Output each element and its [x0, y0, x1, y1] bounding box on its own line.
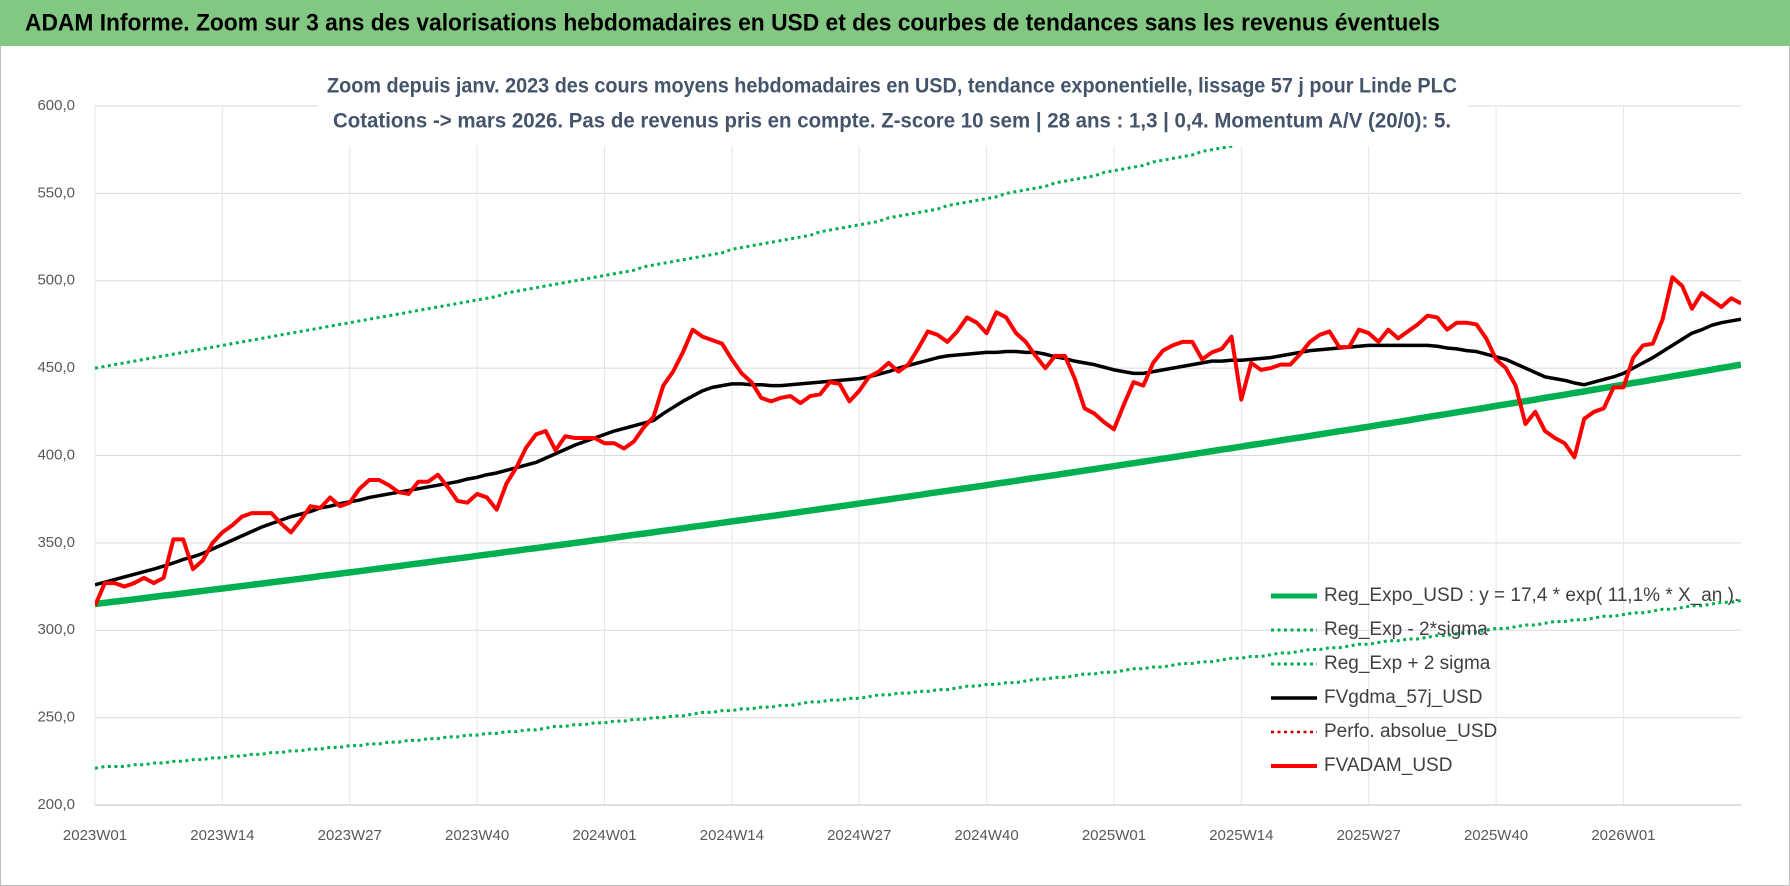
subtitle: Zoom depuis janv. 2023 des cours moyens …	[327, 75, 1457, 98]
legend-label: Reg_Exp - 2*sigma	[1324, 619, 1488, 640]
series-line	[95, 317, 1741, 587]
legend-label: FVgdma_57j_USD	[1324, 687, 1482, 708]
x-tick-label: 2025W27	[1337, 827, 1401, 844]
x-tick-label: 2024W27	[827, 827, 891, 844]
y-tick-label: 450,0	[37, 359, 75, 376]
x-tick-label: 2023W14	[190, 827, 254, 844]
y-tick-label: 550,0	[37, 184, 75, 201]
x-tick-label: 2024W14	[700, 827, 764, 844]
x-tick-label: 2024W40	[954, 827, 1018, 844]
title-bar	[0, 0, 1790, 46]
legend-label: Reg_Exp + 2 sigma	[1324, 653, 1491, 674]
y-tick-label: 500,0	[37, 272, 75, 289]
x-tick-label: 2025W01	[1082, 827, 1146, 844]
series-line	[95, 275, 1741, 607]
series-line	[95, 361, 1741, 608]
subtitle: Cotations -> mars 2026. Pas de revenus p…	[333, 110, 1451, 133]
x-tick-label: 2026W01	[1591, 827, 1655, 844]
y-tick-label: 300,0	[37, 621, 75, 638]
legend: Reg_Expo_USD : y = 17,4 * exp( 11,1% * X…	[1271, 585, 1739, 776]
y-tick-label: 400,0	[37, 446, 75, 463]
y-tick-label: 350,0	[37, 534, 75, 551]
x-tick-label: 2025W40	[1464, 827, 1528, 844]
x-tick-label: 2025W14	[1209, 827, 1273, 844]
axes: 200,0 250,0 300,0 350,0 400,0 450,0 500,0 550,0…	[37, 97, 1655, 844]
y-tick-label: 600,0	[37, 97, 75, 114]
legend-label: FVADAM_USD	[1324, 755, 1452, 776]
x-tick-label: 2023W40	[445, 827, 509, 844]
x-tick-label: 2024W01	[572, 827, 636, 844]
x-tick-label: 2023W27	[318, 827, 382, 844]
y-tick-label: 200,0	[37, 796, 75, 813]
grid	[94, 105, 1741, 806]
y-tick-label: 250,0	[37, 709, 75, 726]
subtitle-box	[318, 68, 1468, 146]
chart-title: ADAM Informe. Zoom sur 3 ans des valoris…	[25, 9, 1440, 36]
plot-area	[95, 106, 1741, 770]
legend-label: Perfo. absolue_USD	[1324, 721, 1497, 742]
x-tick-label: 2023W01	[63, 827, 127, 844]
legend-label: Reg_Expo_USD : y = 17,4 * exp( 11,1% * X…	[1324, 585, 1739, 606]
